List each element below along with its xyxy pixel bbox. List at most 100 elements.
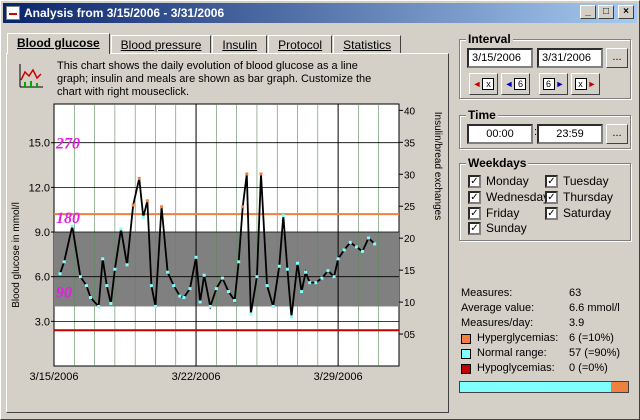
- glucose-data-point: [249, 312, 253, 316]
- glucose-data-point: [109, 301, 113, 305]
- glucose-data-point: [198, 300, 202, 304]
- y-tick-label: 15.0: [29, 138, 50, 150]
- weekday-sunday-checkbox[interactable]: ✓ Sunday: [468, 221, 527, 235]
- interval-to-field[interactable]: 3/31/2006: [537, 48, 603, 68]
- time-separator: :: [534, 126, 538, 138]
- checkmark-icon: ✓: [545, 206, 558, 220]
- weekdays-group: Weekdays: [459, 156, 631, 241]
- interval-from-field[interactable]: 3/15/2006: [467, 48, 533, 68]
- glucose-data-point: [360, 249, 364, 253]
- close-button[interactable]: ×: [618, 5, 634, 19]
- glucose-data-point: [194, 255, 198, 259]
- blood-glucose-chart[interactable]: 3.0 6.0 9.0 12.0 15.0 05 10 15 20 25 30 35 40 270 180 9…: [7, 96, 448, 411]
- chart-icon: [17, 62, 45, 90]
- checkbox-label: Thursday: [563, 190, 614, 204]
- measures-label: Measures:: [461, 287, 513, 299]
- y-axis-title: Blood glucose in mmol/l: [11, 202, 22, 308]
- time-from-field[interactable]: 00:00: [467, 124, 533, 144]
- tab-insulin[interactable]: Insulin: [212, 35, 268, 54]
- previous-period-button[interactable]: ◄ 6: [501, 73, 530, 95]
- glucose-data-point: [281, 214, 285, 218]
- measures-per-day-label: Measures/day:: [461, 317, 534, 329]
- tab-statistics[interactable]: Statistics: [333, 35, 402, 54]
- glucose-data-point: [113, 267, 117, 271]
- y2-tick-label: 25: [404, 202, 416, 213]
- x-tick-label: 3/15/2006: [30, 371, 79, 383]
- glucose-data-point: [160, 205, 164, 209]
- normal-range-label: Normal range:: [477, 347, 547, 359]
- glucose-data-point: [131, 203, 135, 207]
- checkbox-label: Friday: [486, 206, 520, 220]
- glucose-data-point: [137, 176, 141, 180]
- time-browse-button[interactable]: ...: [606, 124, 628, 144]
- first-period-button[interactable]: ◄ x: [469, 73, 498, 95]
- glucose-data-point: [336, 257, 340, 261]
- y2-tick-label: 05: [404, 330, 416, 341]
- glucose-data-point: [119, 227, 123, 231]
- hyperglycemia-label: Hyperglycemias:: [477, 332, 559, 344]
- close-icon: ×: [623, 6, 629, 17]
- glucose-data-point: [227, 290, 231, 294]
- glucose-data-point: [285, 267, 289, 271]
- weekday-thursday-checkbox[interactable]: ✓ Thursday: [545, 190, 613, 204]
- glucose-data-point: [265, 284, 269, 288]
- average-label: Average value:: [461, 302, 535, 314]
- glucose-data-point: [255, 275, 259, 279]
- weekday-friday-checkbox[interactable]: ✓ Friday: [468, 206, 519, 220]
- y-tick-label: 9.0: [35, 227, 50, 239]
- weekday-tuesday-checkbox[interactable]: ✓ Tuesday: [545, 174, 609, 188]
- window-title: Analysis from 3/15/2006 - 3/31/2006: [24, 6, 225, 20]
- distribution-hyper-segment: [611, 382, 628, 392]
- tab-blood-pressure[interactable]: Blood pressure: [110, 35, 212, 54]
- maximize-button[interactable]: □: [598, 5, 614, 19]
- time-group: Time: [459, 108, 631, 149]
- glucose-data-point: [84, 284, 88, 288]
- glucose-data-point: [149, 284, 153, 288]
- hyperglycemia-legend-swatch: [461, 334, 471, 344]
- tab-protocol[interactable]: Protocol: [268, 35, 333, 54]
- next-period-button[interactable]: 6 ►: [539, 73, 568, 95]
- glucose-data-point: [277, 264, 281, 268]
- distribution-bar: [459, 381, 629, 393]
- tab-label: Protocol: [278, 38, 323, 52]
- calendar-6-icon: 6: [542, 78, 555, 90]
- checkmark-icon: ✓: [468, 190, 481, 204]
- last-period-button[interactable]: x ►: [571, 73, 600, 95]
- hypoglycemia-legend-swatch: [461, 364, 471, 374]
- glucose-data-point: [289, 315, 293, 319]
- checkbox-label: Wednesday: [486, 190, 550, 204]
- glucose-data-point: [89, 296, 93, 300]
- interval-group: Interval: [459, 32, 631, 99]
- y2-tick-label: 35: [404, 138, 416, 149]
- y-tick-label: 12.0: [29, 182, 50, 194]
- hypoglycemia-value: 0 (=0%): [569, 362, 608, 374]
- weekday-saturday-checkbox[interactable]: ✓ Saturday: [545, 206, 611, 220]
- glucose-data-point: [342, 248, 346, 252]
- y2-tick-label: 10: [404, 298, 416, 309]
- glucose-data-point: [367, 236, 371, 240]
- average-value: 6.6 mmol/l: [569, 302, 620, 314]
- glucose-data-point: [141, 215, 145, 219]
- glucose-data-point: [105, 284, 109, 288]
- checkmark-icon: ✓: [545, 174, 558, 188]
- checkbox-label: Sunday: [486, 221, 527, 235]
- title-bar[interactable]: Analysis from 3/15/2006 - 3/31/2006 _ □ …: [3, 3, 637, 23]
- app-icon[interactable]: [6, 6, 20, 20]
- mgdl-label: 90: [56, 285, 72, 302]
- glucose-data-point: [145, 199, 149, 203]
- hypoglycemia-label: Hypoglycemias:: [477, 362, 555, 374]
- checkmark-icon: ✓: [468, 206, 481, 220]
- glucose-data-point: [125, 263, 129, 267]
- weekday-wednesday-checkbox[interactable]: ✓ Wednesday: [468, 190, 549, 204]
- tab-blood-glucose[interactable]: Blood glucose: [7, 33, 110, 54]
- time-to-field[interactable]: 23:59: [537, 124, 603, 144]
- glucose-data-point: [245, 172, 249, 176]
- glucose-data-point: [354, 245, 358, 249]
- calendar-x-icon: x: [482, 78, 495, 90]
- interval-browse-button[interactable]: ...: [606, 48, 628, 68]
- minimize-button[interactable]: _: [580, 5, 596, 19]
- arrow-left-icon: ◄: [472, 79, 482, 89]
- calendar-x-icon: x: [574, 78, 587, 90]
- weekday-monday-checkbox[interactable]: ✓ Monday: [468, 174, 529, 188]
